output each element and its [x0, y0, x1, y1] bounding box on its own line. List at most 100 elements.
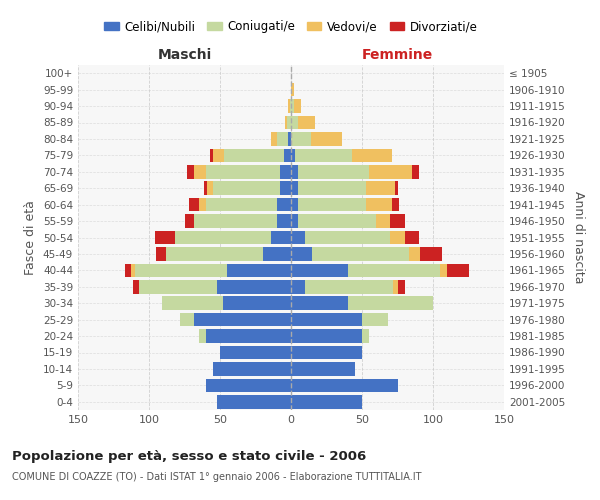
Bar [291, 83, 294, 96]
Bar [291, 132, 311, 145]
Y-axis label: Anni di nascita: Anni di nascita [572, 191, 585, 284]
Bar [291, 395, 362, 408]
Bar [213, 362, 291, 376]
Bar [185, 214, 194, 228]
Bar [133, 280, 139, 293]
Bar [391, 214, 404, 228]
Bar [391, 231, 404, 244]
Bar [207, 182, 213, 195]
Bar [180, 313, 194, 326]
Bar [284, 148, 291, 162]
Bar [280, 182, 291, 195]
Bar [213, 148, 224, 162]
Bar [298, 182, 366, 195]
Bar [294, 100, 301, 113]
Bar [280, 165, 291, 178]
Bar [291, 280, 305, 293]
Bar [199, 330, 206, 343]
Bar [139, 280, 217, 293]
Bar [227, 264, 291, 277]
Bar [206, 165, 280, 178]
Bar [348, 296, 433, 310]
Bar [298, 165, 369, 178]
Text: COMUNE DI COAZZE (TO) - Dati ISTAT 1° gennaio 2006 - Elaborazione TUTTITALIA.IT: COMUNE DI COAZZE (TO) - Dati ISTAT 1° ge… [12, 472, 421, 482]
Bar [155, 231, 175, 244]
Legend: Celibi/Nubili, Coniugati/e, Vedovi/e, Divorziati/e: Celibi/Nubili, Coniugati/e, Vedovi/e, Di… [100, 16, 482, 38]
Bar [348, 264, 440, 277]
Bar [271, 231, 291, 244]
Bar [291, 346, 362, 359]
Bar [206, 198, 277, 211]
Bar [298, 214, 376, 228]
Bar [189, 198, 199, 211]
Bar [311, 132, 342, 145]
Bar [440, 264, 447, 277]
Bar [291, 165, 298, 178]
Bar [131, 264, 135, 277]
Bar [376, 214, 391, 228]
Bar [291, 198, 298, 211]
Bar [366, 198, 392, 211]
Bar [223, 296, 291, 310]
Bar [205, 182, 207, 195]
Bar [166, 247, 263, 260]
Bar [277, 198, 291, 211]
Text: Femmine: Femmine [362, 48, 433, 62]
Bar [313, 247, 409, 260]
Bar [287, 116, 291, 129]
Bar [404, 231, 419, 244]
Bar [291, 313, 362, 326]
Bar [156, 247, 166, 260]
Y-axis label: Fasce di età: Fasce di età [25, 200, 37, 275]
Bar [194, 165, 206, 178]
Bar [277, 132, 288, 145]
Bar [271, 132, 277, 145]
Bar [291, 231, 305, 244]
Bar [420, 247, 442, 260]
Bar [125, 264, 131, 277]
Bar [352, 148, 392, 162]
Bar [291, 296, 348, 310]
Bar [291, 100, 294, 113]
Bar [288, 100, 290, 113]
Bar [220, 346, 291, 359]
Bar [295, 148, 352, 162]
Bar [291, 264, 348, 277]
Bar [217, 395, 291, 408]
Bar [187, 165, 194, 178]
Bar [210, 148, 213, 162]
Bar [291, 116, 298, 129]
Bar [194, 313, 291, 326]
Bar [286, 116, 287, 129]
Text: Maschi: Maschi [157, 48, 212, 62]
Bar [277, 214, 291, 228]
Bar [291, 362, 355, 376]
Bar [217, 280, 291, 293]
Bar [288, 132, 291, 145]
Bar [291, 148, 295, 162]
Bar [298, 116, 315, 129]
Bar [291, 378, 398, 392]
Bar [305, 231, 391, 244]
Bar [135, 264, 227, 277]
Bar [290, 100, 291, 113]
Bar [362, 330, 369, 343]
Bar [395, 182, 398, 195]
Bar [291, 247, 313, 260]
Bar [291, 214, 298, 228]
Bar [298, 198, 366, 211]
Bar [199, 198, 206, 211]
Text: Popolazione per età, sesso e stato civile - 2006: Popolazione per età, sesso e stato civil… [12, 450, 366, 463]
Bar [224, 148, 284, 162]
Bar [362, 313, 388, 326]
Bar [291, 330, 362, 343]
Bar [447, 264, 469, 277]
Bar [393, 280, 398, 293]
Bar [369, 165, 412, 178]
Bar [398, 280, 404, 293]
Bar [162, 296, 223, 310]
Bar [412, 165, 419, 178]
Bar [409, 247, 420, 260]
Bar [263, 247, 291, 260]
Bar [305, 280, 393, 293]
